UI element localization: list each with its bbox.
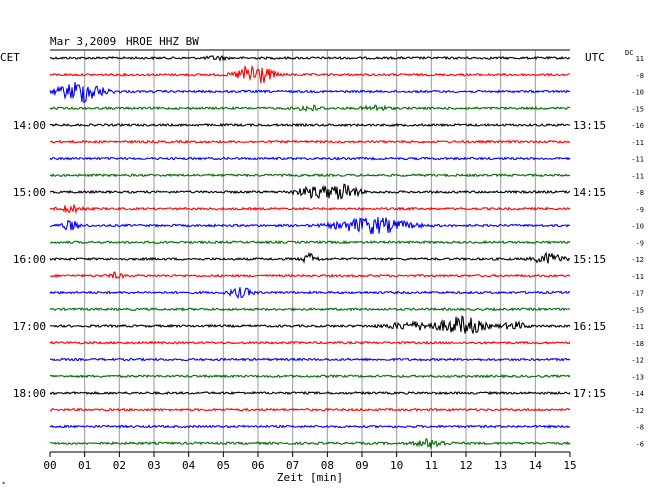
x-axis-ticks: 00 01 02 03 04 05 06 07 08 09 10 11 12 13 14 15	[43, 452, 577, 472]
seismic-trace	[49, 173, 571, 178]
header-date: Mar 3,2009	[50, 35, 116, 48]
seismic-trace	[49, 156, 571, 161]
left-hour-label: 15:00	[13, 186, 46, 199]
x-tick-label: 07	[286, 459, 299, 472]
right-hour-label: 14:15	[573, 186, 606, 199]
dc-offset-label: -17	[631, 290, 644, 298]
x-tick-label: 12	[459, 459, 472, 472]
right-hour-label: 16:15	[573, 320, 606, 333]
dc-offset-label: -10	[631, 89, 644, 97]
seismic-trace	[49, 204, 571, 215]
seismic-trace	[49, 407, 571, 412]
seismic-trace	[49, 55, 571, 62]
traces	[49, 55, 571, 449]
left-hour-label: 14:00	[13, 119, 46, 132]
seismic-trace	[49, 424, 571, 429]
seismic-trace	[49, 373, 571, 379]
x-tick-label: 10	[390, 459, 403, 472]
grid	[84, 50, 536, 452]
x-tick-label: 09	[355, 459, 368, 472]
x-tick-label: 08	[321, 459, 334, 472]
dc-offset-label: -9	[636, 239, 644, 247]
seismic-trace	[49, 306, 571, 312]
dc-offset-label: -11	[631, 323, 644, 331]
x-tick-label: 11	[425, 459, 438, 472]
seismic-trace	[49, 438, 571, 449]
right-hour-label: 15:15	[573, 253, 606, 266]
header-station: HROE HHZ BW	[126, 35, 199, 48]
seismic-trace	[49, 357, 571, 362]
seismic-trace	[49, 104, 571, 113]
dc-offset-label: -15	[631, 306, 644, 314]
dc-offset-label: -11	[631, 156, 644, 164]
dc-offset-label: -13	[631, 373, 644, 381]
left-hour-label: 18:00	[13, 387, 46, 400]
seismic-trace	[49, 251, 571, 265]
dc-offset-label: 11	[636, 55, 644, 63]
seismic-trace	[49, 287, 571, 300]
right-hour-label: 13:15	[573, 119, 606, 132]
dc-offset-label: -12	[631, 357, 644, 365]
dc-offset-label: -11	[631, 273, 644, 281]
dc-offset-label: -12	[631, 256, 644, 264]
dc-offset-label: -11	[631, 172, 644, 180]
right-timezone-label: UTC	[585, 51, 605, 64]
dc-offset-label: -11	[631, 139, 644, 147]
dc-offset-label: -8	[636, 72, 644, 80]
dc-offset-label: -18	[631, 340, 644, 348]
dc-offset-label: -9	[636, 206, 644, 214]
x-tick-label: 02	[113, 459, 126, 472]
seismic-trace	[49, 240, 571, 245]
seismic-trace	[49, 122, 571, 128]
left-hour-label: 16:00	[13, 253, 46, 266]
dc-offset-label: -6	[636, 440, 644, 448]
x-tick-label: 13	[494, 459, 507, 472]
left-hour-labels: 14:00 15:00 16:00 17:00 18:00	[13, 119, 46, 400]
right-hour-label: 17:15	[573, 387, 606, 400]
dc-offset-label: -15	[631, 105, 644, 113]
seismic-trace	[49, 271, 571, 280]
right-hour-labels: 13:15 14:15 15:15 16:15 17:15	[573, 119, 606, 400]
seismic-trace	[49, 340, 571, 345]
footer-mark: *	[2, 481, 6, 488]
dc-offset-label: -10	[631, 223, 644, 231]
dc-offset-label: -8	[636, 424, 644, 432]
x-tick-label: 05	[217, 459, 230, 472]
dc-offset-label: -14	[631, 390, 644, 398]
seismic-trace	[49, 82, 571, 104]
x-tick-label: 03	[147, 459, 160, 472]
seismic-trace	[49, 139, 571, 144]
seismic-trace	[49, 390, 571, 396]
seismic-trace	[49, 216, 571, 235]
dc-label: DC	[625, 49, 633, 57]
x-tick-label: 06	[251, 459, 264, 472]
seismic-trace	[49, 315, 571, 334]
seismic-trace	[49, 64, 571, 84]
x-tick-label: 01	[78, 459, 91, 472]
dc-offset-labels: 11 -8 -10 -15 -16 -11 -11 -11 -8 -9 -10 -9 -12 -11 -17…	[631, 55, 644, 448]
x-tick-label: 00	[43, 459, 56, 472]
x-tick-label: 04	[182, 459, 196, 472]
x-axis-label: Zeit [min]	[277, 471, 343, 484]
dc-offset-label: -8	[636, 189, 644, 197]
seismic-trace	[49, 183, 571, 200]
x-tick-label: 15	[563, 459, 576, 472]
x-tick-label: 14	[529, 459, 543, 472]
left-hour-label: 17:00	[13, 320, 46, 333]
dc-offset-label: -16	[631, 122, 644, 130]
dc-offset-label: -12	[631, 407, 644, 415]
left-timezone-label: CET	[0, 51, 20, 64]
